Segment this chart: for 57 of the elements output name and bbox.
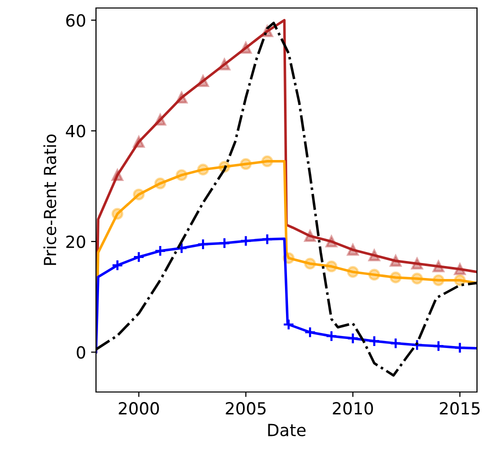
point [112,169,124,182]
x-tick-label: 2000 [118,402,159,415]
point [154,114,166,126]
point [432,260,444,272]
point [454,263,466,276]
point [411,272,423,284]
point [261,155,274,168]
point [326,330,338,342]
point [197,75,209,87]
point [454,342,466,354]
point [346,244,359,256]
point [282,318,295,330]
point [368,249,380,262]
point [218,58,230,70]
point [197,238,209,250]
point [154,177,166,190]
point [112,208,124,220]
point [390,337,402,350]
point [112,259,124,272]
point [368,268,380,281]
point [240,42,252,54]
point [432,340,444,352]
point [132,136,145,148]
point [176,92,188,104]
point [240,235,252,247]
y-tick-label: 20 [66,235,86,248]
point [368,335,380,347]
point [432,274,444,286]
point [218,237,230,250]
point [454,274,466,286]
x-tick-label: 2015 [440,402,480,415]
point [326,236,338,248]
point [197,164,209,176]
point [304,326,316,338]
point [411,339,423,351]
x-axis-title: Date [268,424,306,436]
point [346,332,359,344]
point [304,258,316,270]
y-tick-label: 40 [66,124,86,138]
point [326,260,338,272]
point [346,266,359,278]
point [176,242,188,254]
y-axis-title: Price-Rent Ratio [43,134,56,265]
point [304,230,316,242]
x-tick-label: 2010 [332,402,373,415]
y-tick-label: 60 [66,14,86,27]
point [132,251,145,263]
point [390,254,402,267]
point [154,245,166,257]
point [132,188,145,200]
point [176,169,188,182]
point [261,233,274,246]
y-tick-label: 0 [76,346,86,359]
point [411,258,423,270]
x-tick-label: 2005 [226,402,266,415]
point [390,272,402,284]
point [240,158,252,170]
